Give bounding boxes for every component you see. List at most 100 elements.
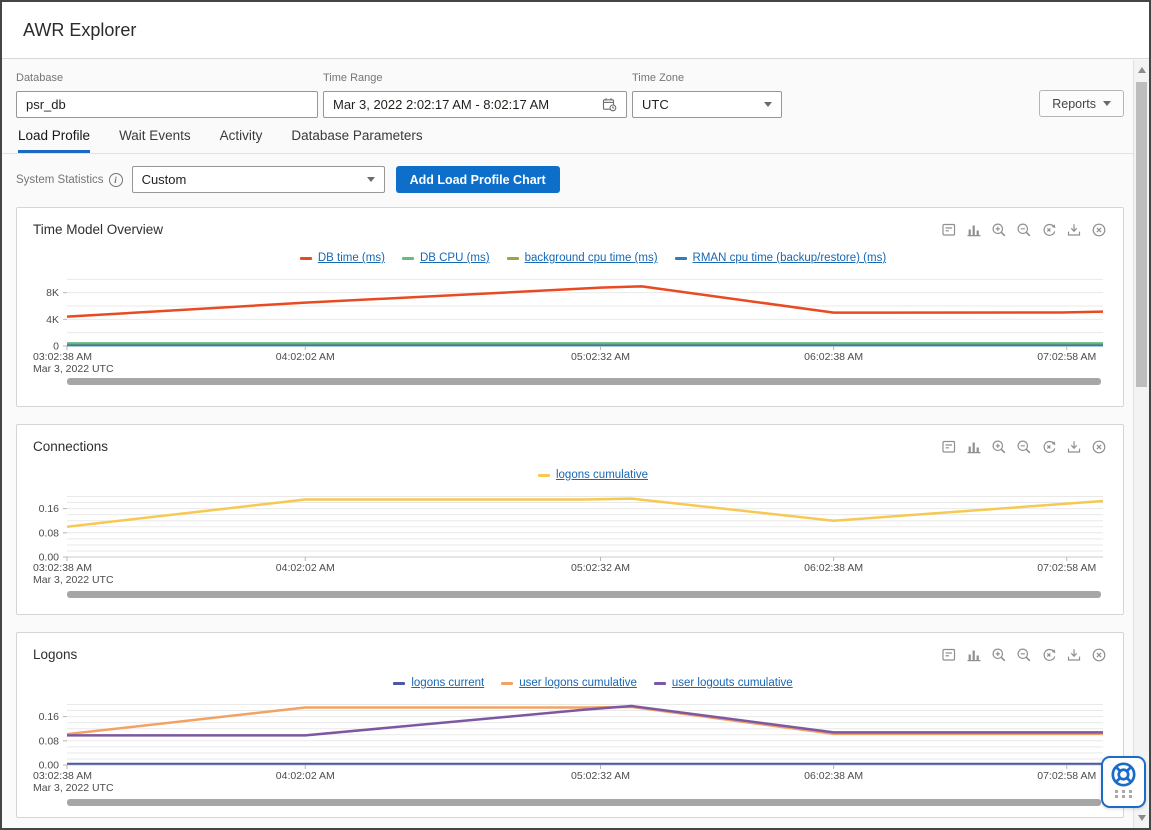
svg-text:03:02:38 AM: 03:02:38 AM bbox=[33, 562, 92, 574]
time-range-label: Time Range bbox=[323, 72, 383, 84]
svg-text:0.00: 0.00 bbox=[39, 552, 60, 564]
svg-text:07:02:58 AM: 07:02:58 AM bbox=[1037, 351, 1096, 363]
svg-text:05:02:32 AM: 05:02:32 AM bbox=[571, 770, 630, 782]
legend-item: logons cumulative bbox=[537, 469, 649, 481]
svg-text:06:02:38 AM: 06:02:38 AM bbox=[804, 770, 863, 782]
legend-series-link[interactable]: background cpu time (ms) bbox=[524, 252, 658, 264]
legend-series-link[interactable]: user logouts cumulative bbox=[671, 677, 793, 689]
scroll-up-arrow[interactable] bbox=[1134, 62, 1149, 78]
chart-legend: DB time (ms) DB CPU (ms) background cpu ti… bbox=[63, 250, 1123, 266]
svg-text:0.08: 0.08 bbox=[39, 527, 60, 539]
time-range-value: Mar 3, 2022 2:02:17 AM - 8:02:17 AM bbox=[333, 97, 550, 112]
statistic-select[interactable]: Custom bbox=[131, 166, 385, 193]
legend-swatch-icon bbox=[537, 473, 550, 477]
system-statistics-row: System Statistics i Custom Add Load Prof… bbox=[16, 166, 560, 193]
zoom-in-button[interactable] bbox=[991, 222, 1007, 238]
svg-text:Mar 3, 2022 UTC: Mar 3, 2022 UTC bbox=[33, 574, 114, 586]
svg-text:0.16: 0.16 bbox=[39, 711, 60, 723]
time-model-overview-chart[interactable]: 0 4K 8K 03:02:38 AM 04:02:02 AM 05:02:32 AM 06… bbox=[33, 274, 1109, 374]
chart-panel-connections: Connections logons cumulative 0.00 0.08 0.… bbox=[16, 424, 1124, 615]
legend-series-link[interactable]: DB CPU (ms) bbox=[419, 252, 490, 264]
tab-activity[interactable]: Activity bbox=[219, 128, 263, 143]
tab-database-parameters[interactable]: Database Parameters bbox=[291, 128, 423, 143]
chart-legend: logons cumulative bbox=[63, 467, 1123, 483]
legend-series-link[interactable]: RMAN cpu time (backup/restore) (ms) bbox=[692, 252, 887, 264]
chart-toolbar bbox=[941, 647, 1107, 663]
logons-chart[interactable]: 0.00 0.08 0.16 03:02:38 AM 04:02:02 AM 05:02:… bbox=[33, 699, 1109, 795]
connections-chart[interactable]: 0.00 0.08 0.16 03:02:38 AM 04:02:02 AM 05:02:… bbox=[33, 491, 1109, 587]
vertical-scrollbar[interactable] bbox=[1133, 60, 1149, 828]
close-button[interactable] bbox=[1091, 647, 1107, 663]
chart-toolbar bbox=[941, 222, 1107, 238]
statistic-select-value: Custom bbox=[141, 172, 187, 187]
drag-handle-dots-icon[interactable] bbox=[1114, 790, 1133, 798]
tab-wait-events[interactable]: Wait Events bbox=[119, 128, 191, 143]
reset-zoom-button[interactable] bbox=[1041, 222, 1057, 238]
chart-toolbar bbox=[941, 439, 1107, 455]
legend-swatch-icon bbox=[506, 256, 519, 260]
tab-load-profile[interactable]: Load Profile bbox=[18, 128, 91, 153]
close-button[interactable] bbox=[1091, 439, 1107, 455]
reset-zoom-button[interactable] bbox=[1041, 439, 1057, 455]
svg-text:06:02:38 AM: 06:02:38 AM bbox=[804, 351, 863, 363]
svg-text:05:02:32 AM: 05:02:32 AM bbox=[571, 562, 630, 574]
database-value: psr_db bbox=[26, 97, 66, 112]
filters-row: Database psr_db Time Range Mar 3, 2022 2… bbox=[2, 60, 1133, 128]
view-data-button[interactable] bbox=[941, 647, 957, 663]
scrollbar-thumb[interactable] bbox=[1136, 82, 1147, 387]
legend-item: logons current bbox=[393, 677, 484, 689]
chevron-down-icon bbox=[366, 177, 375, 182]
chart-legend: logons current user logons cumulative user… bbox=[63, 675, 1123, 691]
chart-panel-time-model-overview: Time Model Overview DB time (ms) DB CPU (… bbox=[16, 207, 1124, 407]
help-widget[interactable] bbox=[1101, 756, 1146, 808]
legend-series-link[interactable]: logons current bbox=[411, 677, 485, 689]
info-icon[interactable]: i bbox=[108, 172, 123, 187]
legend-series-link[interactable]: user logons cumulative bbox=[519, 677, 637, 689]
legend-series-link[interactable]: logons cumulative bbox=[555, 469, 649, 481]
legend-series-link[interactable]: DB time (ms) bbox=[317, 252, 385, 264]
life-ring-icon[interactable] bbox=[1110, 761, 1137, 788]
legend-item: user logouts cumulative bbox=[653, 677, 793, 689]
close-button[interactable] bbox=[1091, 222, 1107, 238]
view-data-button[interactable] bbox=[941, 222, 957, 238]
database-input[interactable]: psr_db bbox=[16, 91, 318, 118]
time-range-input[interactable]: Mar 3, 2022 2:02:17 AM - 8:02:17 AM bbox=[323, 91, 627, 118]
calendar-clock-icon[interactable] bbox=[602, 97, 617, 112]
reports-button[interactable]: Reports bbox=[1039, 90, 1124, 117]
chart-horizontal-scrollbar[interactable] bbox=[67, 591, 1101, 598]
view-data-button[interactable] bbox=[941, 439, 957, 455]
chart-horizontal-scrollbar[interactable] bbox=[67, 378, 1101, 385]
reset-zoom-button[interactable] bbox=[1041, 647, 1057, 663]
bar-chart-button[interactable] bbox=[966, 439, 982, 455]
zoom-out-button[interactable] bbox=[1016, 222, 1032, 238]
svg-text:04:02:02 AM: 04:02:02 AM bbox=[276, 770, 335, 782]
svg-text:07:02:58 AM: 07:02:58 AM bbox=[1037, 562, 1096, 574]
bar-chart-button[interactable] bbox=[966, 222, 982, 238]
add-load-profile-chart-button[interactable]: Add Load Profile Chart bbox=[395, 166, 560, 193]
zoom-out-button[interactable] bbox=[1016, 439, 1032, 455]
download-button[interactable] bbox=[1066, 439, 1082, 455]
scroll-down-arrow[interactable] bbox=[1134, 810, 1149, 826]
legend-item: background cpu time (ms) bbox=[506, 252, 658, 264]
legend-swatch-icon bbox=[393, 681, 406, 685]
chart-title: Time Model Overview bbox=[33, 222, 164, 237]
zoom-in-button[interactable] bbox=[991, 647, 1007, 663]
svg-text:06:02:38 AM: 06:02:38 AM bbox=[804, 562, 863, 574]
zoom-out-button[interactable] bbox=[1016, 647, 1032, 663]
chart-panel-logons: Logons logons current user logons cumulat… bbox=[16, 632, 1124, 818]
download-button[interactable] bbox=[1066, 647, 1082, 663]
database-label: Database bbox=[16, 72, 64, 84]
chart-horizontal-scrollbar[interactable] bbox=[67, 799, 1101, 806]
svg-text:4K: 4K bbox=[46, 314, 59, 326]
content-area: Database psr_db Time Range Mar 3, 2022 2… bbox=[2, 60, 1133, 828]
svg-text:04:02:02 AM: 04:02:02 AM bbox=[276, 351, 335, 363]
bar-chart-button[interactable] bbox=[966, 647, 982, 663]
svg-text:0.08: 0.08 bbox=[39, 735, 60, 747]
chevron-down-icon bbox=[764, 102, 772, 107]
download-button[interactable] bbox=[1066, 222, 1082, 238]
svg-text:0: 0 bbox=[53, 341, 59, 353]
time-zone-value: UTC bbox=[642, 97, 669, 112]
zoom-in-button[interactable] bbox=[991, 439, 1007, 455]
time-zone-select[interactable]: UTC bbox=[632, 91, 782, 118]
